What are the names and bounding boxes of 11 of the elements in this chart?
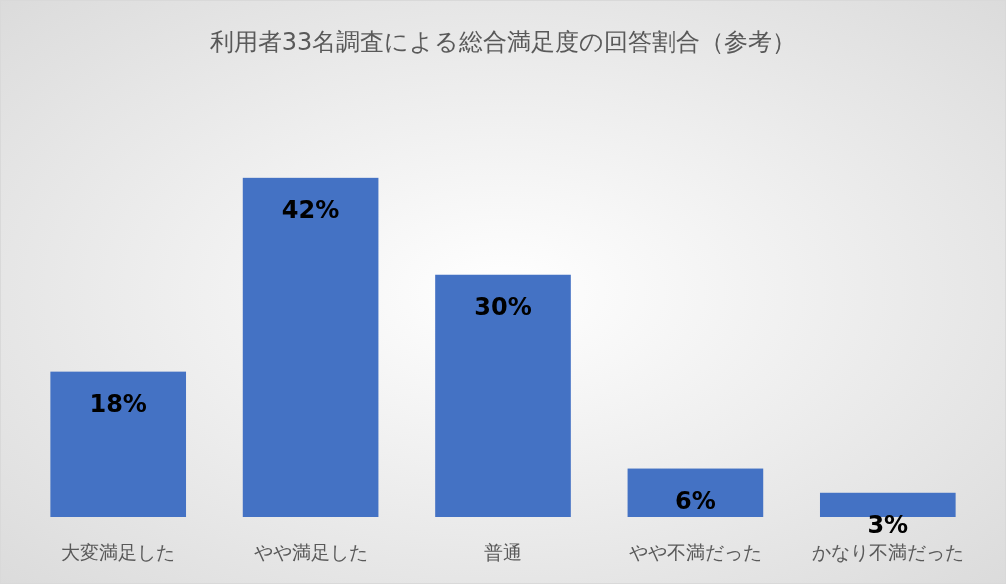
x-tick-label: かなり不満だった — [811, 541, 964, 563]
chart-title: 利用者33名調査による総合満足度の回答割合（参考） — [209, 28, 797, 56]
x-tick-label: 大変満足した — [61, 541, 176, 563]
data-label: 3% — [867, 510, 909, 539]
x-tick-label: やや不満だった — [628, 541, 762, 563]
x-tick-label: 普通 — [484, 541, 522, 563]
data-label: 18% — [89, 389, 147, 418]
data-label: 42% — [281, 195, 340, 224]
x-tick-label: やや満足した — [253, 541, 368, 563]
data-label: 30% — [474, 292, 532, 321]
data-label: 6% — [675, 486, 716, 515]
